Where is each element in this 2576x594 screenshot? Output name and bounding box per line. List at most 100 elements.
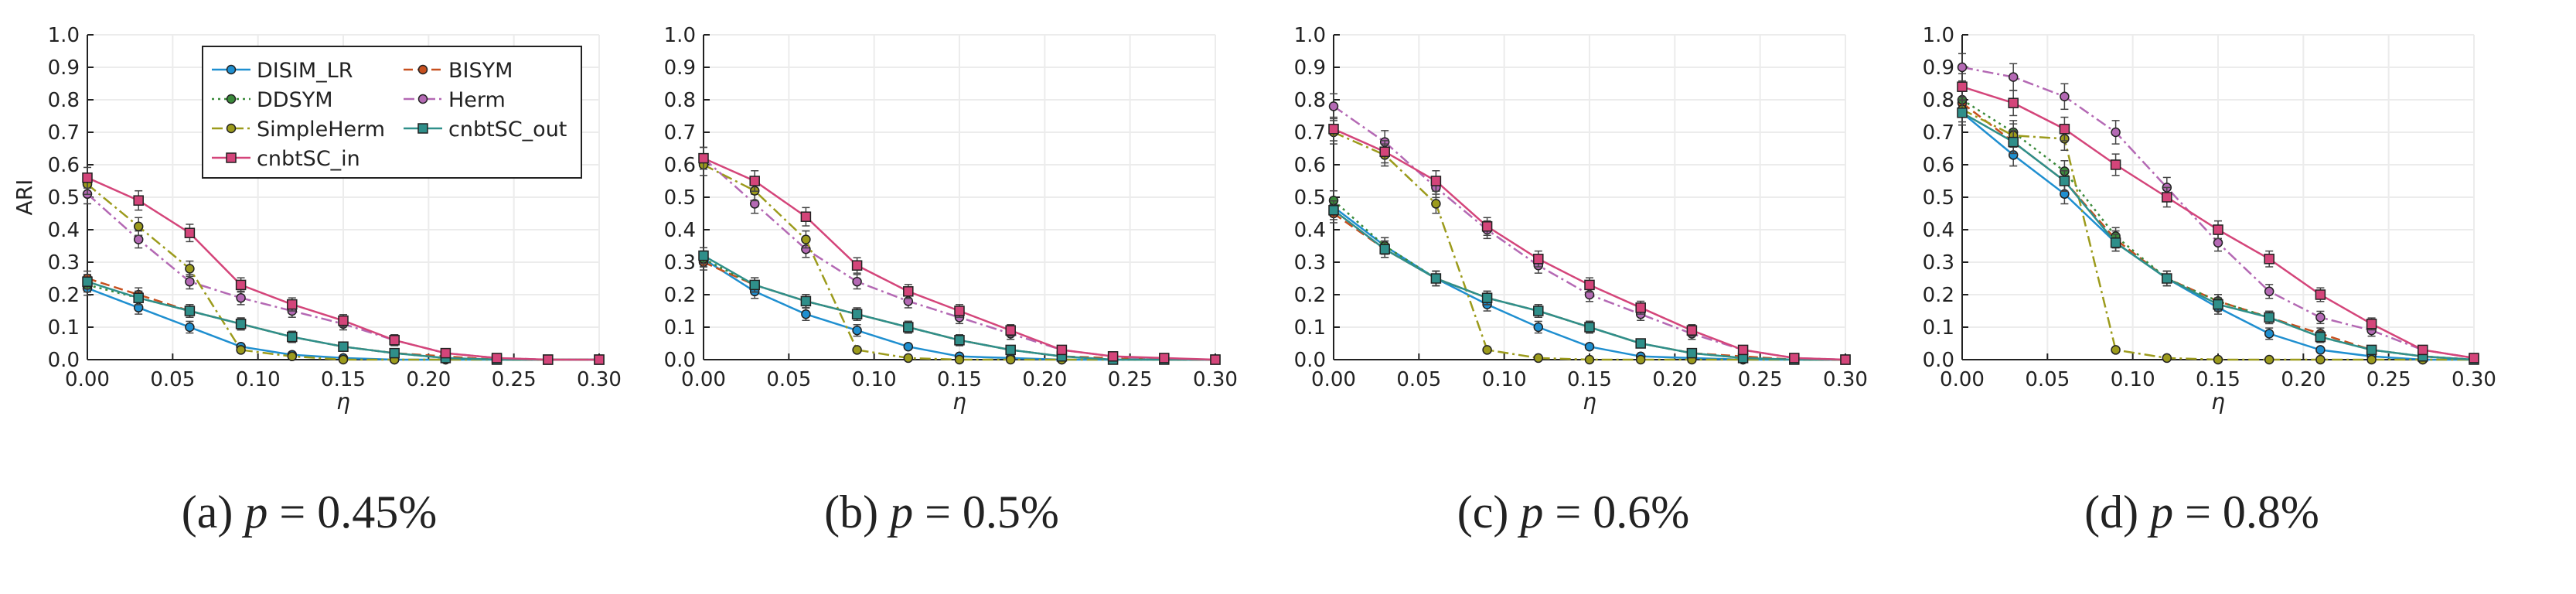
data-point-cnbtSC_in — [1379, 146, 1390, 157]
y-tick-label: 0.4 — [664, 219, 696, 242]
y-tick-label: 0.9 — [664, 56, 696, 80]
x-tick-label: 0.05 — [2025, 368, 2070, 391]
x-tick-label: 0.00 — [1940, 368, 1985, 391]
x-tick-label: 0.10 — [236, 368, 281, 391]
y-tick-label: 0.4 — [1294, 219, 1326, 242]
data-point-cnbtSC_in — [2315, 289, 2326, 300]
data-point-cnbtSC_out — [1430, 273, 1442, 284]
y-tick-label: 0.9 — [1923, 56, 1954, 80]
data-point-cnbtSC_in — [749, 176, 760, 186]
x-tick-label: 0.25 — [1738, 368, 1783, 391]
data-point-cnbtSC_in — [184, 227, 196, 238]
data-point-cnbtSC_in — [1957, 81, 1968, 92]
data-point-cnbtSC_in — [389, 335, 400, 346]
y-tick-label: 0.5 — [664, 186, 696, 210]
legend-marker-Herm — [417, 94, 428, 104]
data-point-cnbtSC_in — [2366, 319, 2377, 329]
legend-label-SimpleHerm: SimpleHerm — [257, 118, 385, 142]
data-point-Herm — [2264, 286, 2274, 297]
y-tick-label: 1.0 — [664, 24, 696, 47]
x-tick-label: 0.00 — [65, 368, 110, 391]
y-tick-label: 0.3 — [1294, 251, 1326, 275]
data-point-cnbtSC_out — [2110, 237, 2121, 248]
data-point-cnbtSC_out — [2008, 136, 2019, 148]
data-point-SimpleHerm — [1005, 354, 1016, 365]
data-point-SimpleHerm — [133, 221, 144, 232]
caption-value: = 0.45% — [267, 486, 437, 538]
data-point-cnbtSC_in — [903, 286, 914, 297]
data-point-SimpleHerm — [338, 354, 349, 365]
data-point-cnbtSC_out — [749, 279, 760, 291]
x-tick-label: 0.25 — [2366, 368, 2411, 391]
data-point-cnbtSC_out — [1379, 244, 1390, 254]
chart-panel-b: 0.0 0.1 0.2 0.3 0.4 0.5 0.6 0.7 0.8 0.9 1.0 0.00 0.0… — [664, 24, 1238, 538]
data-point-cnbtSC_in — [235, 279, 247, 291]
x-tick-label: 0.10 — [852, 368, 897, 391]
data-point-SimpleHerm — [2111, 345, 2121, 355]
x-tick-label: 0.20 — [1652, 368, 1697, 391]
y-tick-label: 0.8 — [1923, 89, 1954, 112]
grid — [1333, 34, 1846, 360]
data-point-cnbtSC_out — [82, 276, 93, 287]
data-point-SimpleHerm — [287, 351, 298, 362]
data-point-cnbtSC_out — [133, 292, 144, 303]
data-point-cnbtSC_in — [2469, 353, 2479, 364]
caption-variable: p — [887, 486, 913, 538]
series-cnbtSC_in — [1328, 116, 1851, 365]
data-point-SimpleHerm — [903, 353, 914, 364]
series-cnbtSC_in — [698, 146, 1221, 365]
caption-value: = 0.5% — [913, 486, 1059, 538]
data-point-cnbtSC_out — [2366, 344, 2377, 356]
data-point-DISIM_LR — [2315, 345, 2326, 355]
data-point-cnbtSC_in — [2264, 254, 2274, 265]
data-point-cnbtSC_in — [698, 152, 709, 164]
series-cnbtSC_out — [1957, 100, 2479, 365]
data-point-cnbtSC_in — [1159, 353, 1170, 364]
y-tick-label: 0.1 — [1923, 316, 1954, 340]
data-point-SimpleHerm — [1431, 199, 1441, 209]
data-point-SimpleHerm — [185, 264, 195, 274]
data-point-Herm — [1328, 101, 1339, 111]
data-point-cnbtSC_in — [440, 347, 451, 359]
data-point-SimpleHerm — [801, 234, 811, 244]
x-axis-label: η — [336, 389, 350, 415]
y-tick-label: 0.6 — [1294, 154, 1326, 177]
data-point-Herm — [185, 276, 195, 287]
x-tick-label: 0.25 — [1108, 368, 1153, 391]
data-point-cnbtSC_out — [389, 347, 400, 359]
data-point-cnbtSC_out — [1686, 347, 1698, 359]
data-point-cnbtSC_in — [543, 354, 554, 365]
x-tick-label: 0.05 — [1396, 368, 1441, 391]
data-point-cnbtSC_in — [2162, 192, 2172, 203]
y-tick-label: 1.0 — [1294, 24, 1326, 47]
caption-label: (c) — [1457, 486, 1521, 538]
y-tick-label: 0.4 — [48, 219, 80, 242]
x-tick-label: 0.30 — [1823, 368, 1868, 391]
legend-label-DDSYM: DDSYM — [257, 88, 333, 112]
data-point-cnbtSC_out — [1481, 292, 1493, 303]
data-point-cnbtSC_in — [1686, 325, 1698, 336]
data-point-cnbtSC_in — [954, 306, 965, 316]
legend-label-BISYM: BISYM — [448, 59, 513, 83]
data-point-cnbtSC_out — [800, 295, 812, 307]
data-point-cnbtSC_in — [1533, 254, 1544, 265]
y-tick-label: 0.1 — [1294, 316, 1326, 340]
y-tick-label: 0.6 — [1923, 154, 1954, 177]
data-point-cnbtSC_in — [2110, 159, 2121, 170]
y-tick-label: 0.2 — [664, 284, 696, 307]
data-point-DISIM_LR — [852, 325, 862, 336]
x-tick-label: 0.15 — [937, 368, 982, 391]
y-axis-label: ARI — [12, 179, 37, 216]
caption-variable: p — [241, 486, 267, 538]
y-tick-label: 0.2 — [1923, 284, 1954, 307]
data-point-Herm — [2111, 127, 2121, 138]
data-point-Herm — [2315, 312, 2326, 323]
y-tick-label: 0.3 — [664, 251, 696, 275]
x-tick-label: 0.25 — [492, 368, 537, 391]
data-point-cnbtSC_out — [1005, 344, 1016, 356]
legend-marker-DISIM_LR — [226, 64, 237, 75]
y-tick-label: 0.0 — [1923, 349, 1954, 372]
data-point-SimpleHerm — [1533, 353, 1544, 364]
